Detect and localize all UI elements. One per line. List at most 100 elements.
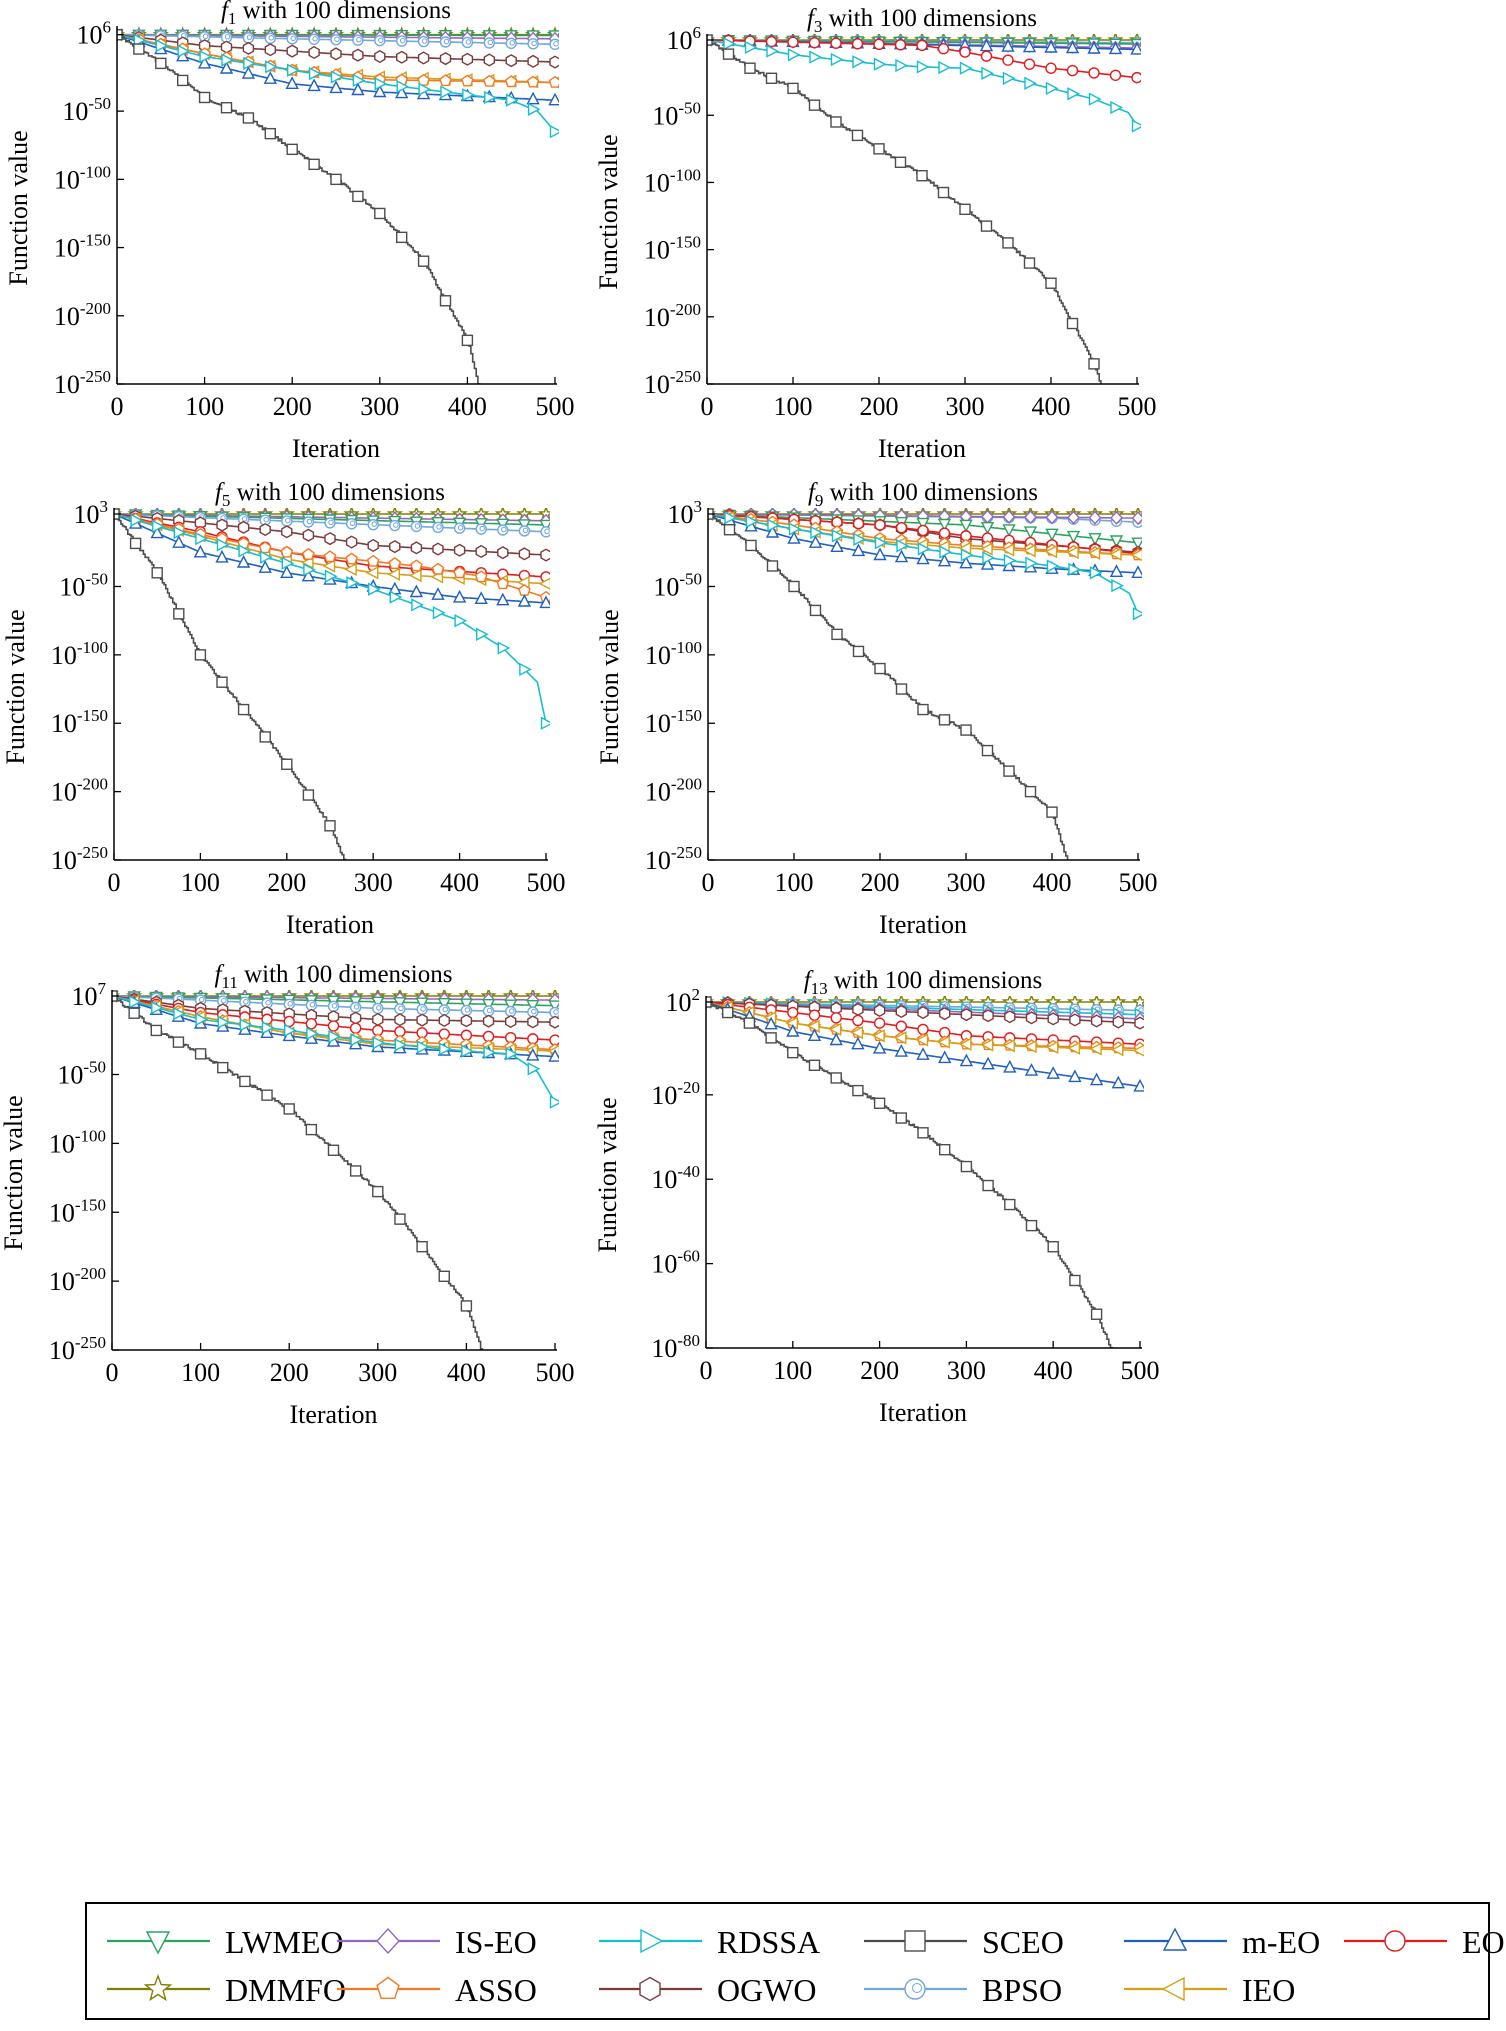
data-point (937, 43, 950, 55)
data-point (960, 1160, 973, 1173)
legend-swatch (337, 1927, 440, 1955)
data-point (1088, 358, 1100, 370)
legend-swatch (107, 1931, 210, 1955)
data-point (130, 513, 144, 527)
series-rdssa (114, 510, 550, 730)
data-point (281, 525, 293, 539)
data-point (281, 758, 293, 770)
data-point (236, 554, 251, 568)
data-point (1111, 1075, 1125, 1089)
legend-swatch (337, 1976, 440, 1999)
data-point (1045, 62, 1057, 74)
data-point (744, 40, 758, 55)
data-point (416, 1240, 428, 1253)
x-tick-label: 100 (775, 868, 814, 897)
data-point (1067, 87, 1081, 101)
x-tick-label: 500 (527, 868, 566, 897)
data-point (959, 519, 973, 533)
data-point (460, 1300, 473, 1312)
legend-label: RDSSA (717, 1924, 821, 1960)
data-point (301, 568, 316, 582)
data-point (1045, 277, 1057, 289)
data-point (917, 1127, 929, 1139)
data-point (549, 124, 559, 139)
y-axis-label: Function value (594, 134, 623, 289)
legend-label: IEO (1242, 1972, 1296, 2008)
data-point (540, 526, 550, 538)
x-tick-label: 0 (702, 868, 715, 897)
data-point (723, 524, 736, 536)
x-tick-label: 100 (774, 392, 813, 421)
data-point (461, 52, 474, 66)
y-tick-label: 10-100 (51, 638, 108, 670)
x-tick-label: 300 (360, 392, 399, 421)
data-point (195, 1012, 209, 1027)
data-point (281, 556, 295, 570)
data-point (787, 82, 799, 95)
data-point (305, 999, 318, 1011)
data-point (408, 568, 422, 583)
data-point (538, 577, 550, 590)
data-point (258, 560, 272, 573)
data-point (418, 82, 432, 96)
data-point (873, 1017, 886, 1029)
data-point (526, 91, 540, 105)
data-point (474, 591, 488, 604)
legend: LWMEO IS-EO RDSSA SCEO m-EO EO DMMFO ASSO OGWO BP… (85, 1902, 1505, 2020)
x-tick-label: 0 (108, 868, 121, 897)
data-point (324, 820, 336, 832)
data-point (129, 537, 142, 550)
legend-label: BPSO (982, 1972, 1063, 2008)
data-point (539, 595, 550, 609)
data-point (1003, 765, 1015, 777)
data-point (527, 102, 541, 116)
data-point (874, 662, 886, 675)
data-point (432, 606, 446, 620)
data-point (1045, 1040, 1059, 1055)
data-point (416, 1013, 428, 1027)
y-tick-label: 103 (74, 497, 109, 529)
data-point (505, 1014, 517, 1029)
y-tick-label: 10-100 (54, 162, 111, 194)
data-point (260, 550, 273, 564)
data-point (526, 75, 540, 88)
data-point (851, 543, 866, 557)
data-point (1002, 237, 1014, 249)
data-point (787, 36, 799, 48)
data-point (872, 1040, 887, 1054)
data-point (895, 1004, 907, 1019)
data-point (1068, 1069, 1082, 1083)
data-point (330, 34, 342, 46)
data-point (350, 1033, 364, 1047)
legend-label: m-EO (1242, 1924, 1321, 1960)
data-point (497, 524, 509, 536)
data-point (917, 542, 931, 556)
data-point (481, 999, 496, 1012)
data-point (349, 1022, 362, 1034)
data-point (352, 34, 364, 46)
data-point (959, 1053, 974, 1067)
x-tick-label: 400 (448, 392, 487, 421)
data-point (302, 516, 315, 528)
data-point (1131, 565, 1142, 578)
data-point (1068, 562, 1082, 577)
legend-label: LWMEO (225, 1924, 344, 1960)
data-point (724, 511, 738, 525)
data-point (327, 1000, 340, 1013)
data-point (264, 127, 276, 140)
data-point (959, 61, 973, 75)
y-tick-label: 103 (668, 497, 703, 529)
data-point (484, 90, 497, 105)
data-point (349, 1165, 362, 1177)
data-point (239, 1075, 251, 1088)
data-point (917, 524, 929, 537)
data-point (302, 528, 315, 542)
data-point (810, 525, 824, 540)
data-point (1047, 1012, 1059, 1026)
data-point (764, 1016, 778, 1030)
x-tick-label: 300 (354, 868, 393, 897)
data-point (394, 1213, 406, 1225)
data-point (526, 1000, 540, 1013)
data-point (505, 1005, 517, 1018)
chart-panel-3: 0 100 200 300 400 500 103 10-50 10-100 10-150 10-2… (1, 479, 566, 939)
